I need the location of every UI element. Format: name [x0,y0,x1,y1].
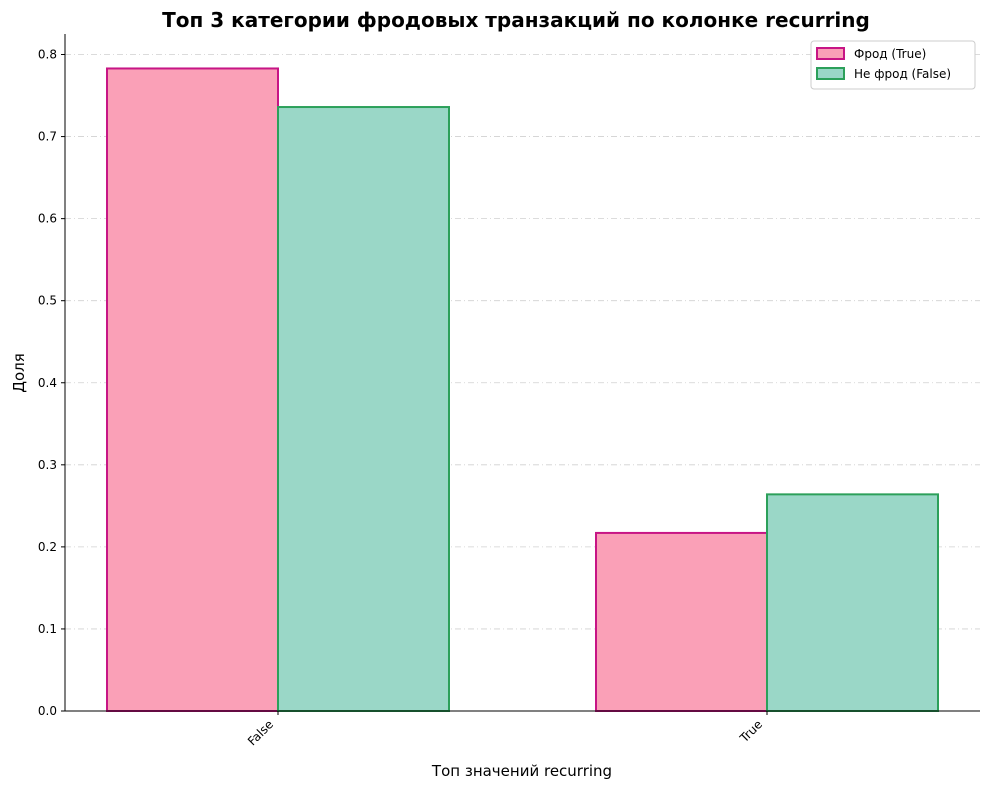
y-tick-label: 0.5 [38,294,57,308]
y-tick-label: 0.8 [38,48,57,62]
bar [595,531,768,712]
y-tick-label: 0.0 [38,704,57,718]
x-tick-label: False [245,717,276,748]
axes [64,34,980,712]
legend-label: Не фрод (False) [854,67,951,81]
x-tick-label: True [736,717,765,746]
y-tick-label: 0.3 [38,458,57,472]
y-tick-label: 0.4 [38,376,57,390]
bar [106,67,279,712]
chart-title: Топ 3 категории фродовых транзакций по к… [162,8,870,32]
bars [106,67,939,712]
y-tick-label: 0.6 [38,212,57,226]
legend: Фрод (True) Не фрод (False) [810,40,976,90]
legend-box [810,40,976,90]
y-ticks: 0.0 0.1 0.2 0.3 0.4 0.5 0.6 0.7 0.8 [38,48,65,718]
bar [766,493,939,712]
y-axis-label: Доля [10,353,28,393]
x-axis-label: Топ значений recurring [431,762,612,780]
y-tick-label: 0.1 [38,622,57,636]
legend-swatch [816,67,845,80]
bar [277,106,450,712]
y-tick-label: 0.2 [38,540,57,554]
legend-swatch [816,47,845,60]
y-tick-label: 0.7 [38,130,57,144]
legend-label: Фрод (True) [854,47,926,61]
x-ticks: False True [245,711,768,748]
